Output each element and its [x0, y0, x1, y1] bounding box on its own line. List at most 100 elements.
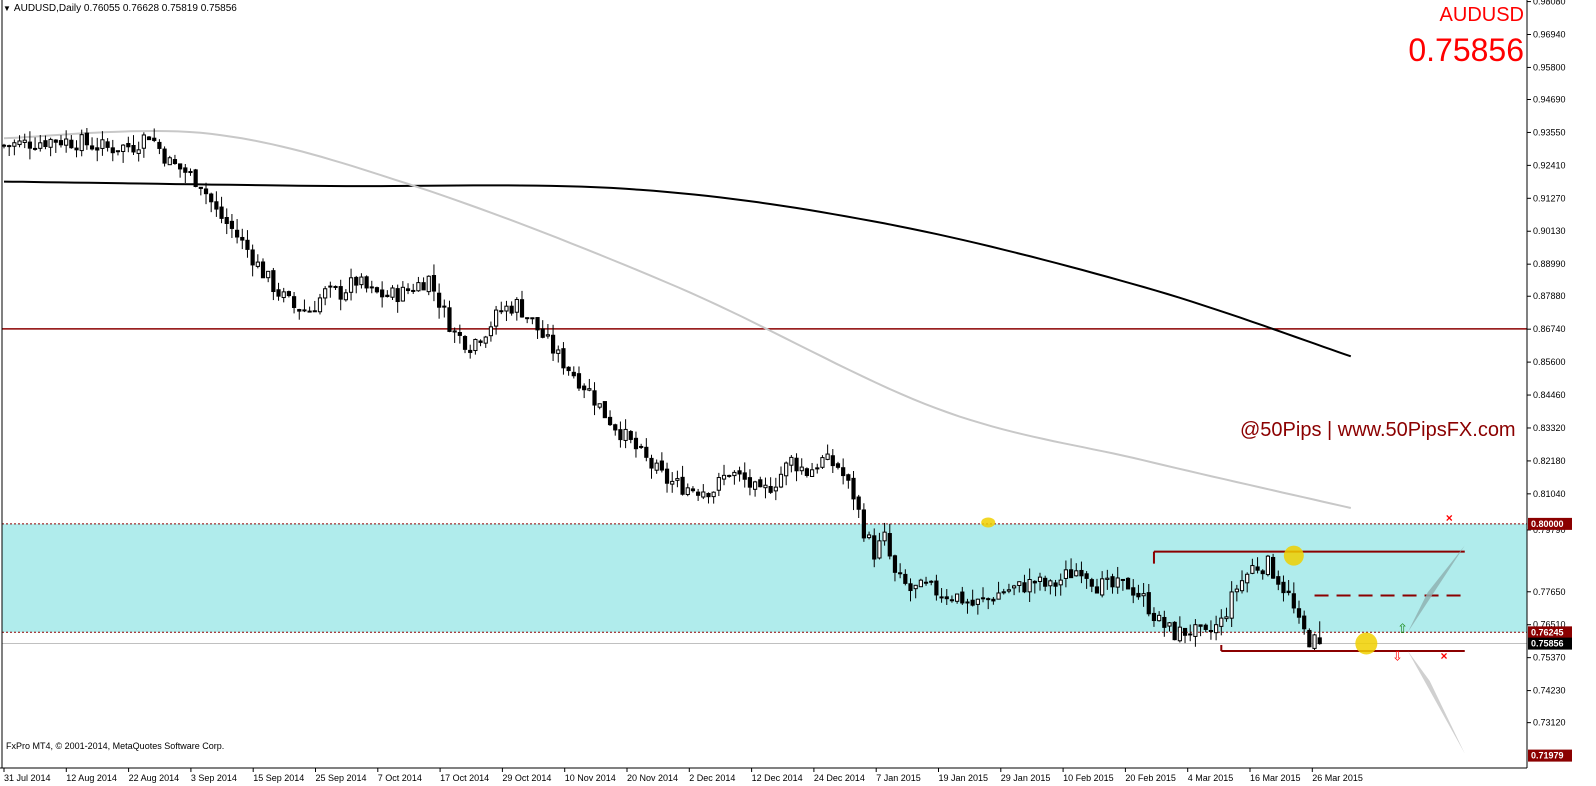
candle-body: [773, 486, 778, 492]
candle-body: [996, 592, 1001, 600]
candle-body: [1255, 566, 1260, 571]
price-label-box: [1528, 626, 1572, 639]
candle-body: [685, 487, 690, 496]
price-tick-label: 0.73120: [1533, 718, 1566, 728]
candle-body: [877, 540, 882, 559]
candle-body: [887, 533, 892, 557]
candle-body: [913, 584, 918, 590]
candle-body: [411, 289, 416, 292]
candle-body: [276, 289, 281, 297]
annotations-layer: × × ⇧ ⇩: [981, 511, 1465, 754]
candle-body: [504, 305, 509, 312]
candle-body: [203, 188, 209, 195]
candle-body: [597, 403, 602, 408]
candle-body: [592, 390, 597, 406]
candle-body: [1281, 581, 1286, 594]
candle-body: [79, 134, 84, 152]
candle-body: [369, 286, 374, 289]
candle-body: [1291, 593, 1296, 609]
candle-body: [960, 591, 965, 604]
ma-fast-line: [3, 129, 1352, 509]
candle-body: [1193, 624, 1198, 637]
candle-body: [566, 366, 571, 372]
candle-body: [245, 239, 250, 250]
candle-body: [126, 143, 131, 148]
candle-body: [462, 336, 468, 350]
candle-body: [209, 193, 214, 203]
candle-body: [58, 140, 64, 146]
time-tick-label: 3 Sep 2014: [191, 773, 237, 783]
candle-body: [442, 305, 447, 308]
big-symbol-label: AUDUSD: [1439, 4, 1524, 26]
candle-body: [188, 171, 193, 174]
candle-body: [1141, 593, 1146, 597]
price-tick-label: 0.94690: [1533, 95, 1566, 105]
candle-body: [809, 469, 815, 477]
candle-body: [618, 429, 623, 441]
candle-body: [1198, 624, 1203, 627]
candle-body: [1058, 579, 1063, 586]
time-tick-label: 10 Feb 2015: [1063, 773, 1114, 783]
candle-body: [846, 474, 851, 481]
candle-body: [923, 581, 929, 584]
time-tick-label: 7 Jan 2015: [876, 773, 921, 783]
candle-body: [437, 292, 442, 308]
candle-body: [457, 332, 462, 336]
price-tick-label: 0.75370: [1533, 653, 1566, 663]
highlight-marker: [1283, 545, 1304, 566]
candle-body: [1239, 580, 1245, 592]
candle-body: [861, 509, 866, 539]
candle-body: [7, 145, 12, 148]
candle-body: [167, 157, 172, 166]
candle-body: [1053, 582, 1058, 587]
candle-body: [550, 334, 556, 354]
candle-body: [753, 481, 758, 490]
candle-body: [628, 431, 633, 440]
cross-icon: ×: [1446, 511, 1453, 525]
candle-body: [820, 457, 825, 468]
price-tick-label: 0.76510: [1533, 620, 1566, 630]
candle-body: [1265, 555, 1271, 576]
candle-body: [576, 373, 582, 389]
candle-body: [991, 598, 996, 602]
candle-body: [949, 599, 955, 602]
candle-body: [431, 275, 437, 292]
price-label-box: [1528, 517, 1572, 530]
collapse-triangle-icon[interactable]: ▼: [3, 4, 11, 13]
candle-body: [333, 285, 338, 289]
candle-body: [1105, 577, 1110, 580]
candle-body: [172, 159, 178, 165]
candle-body: [639, 445, 644, 448]
candle-body: [229, 220, 235, 229]
candle-body: [136, 149, 141, 154]
price-tick-label: 0.91270: [1533, 193, 1566, 203]
candle-body: [38, 142, 43, 149]
candle-body: [970, 599, 975, 606]
candle-body: [1234, 588, 1239, 593]
candle-body: [1032, 580, 1037, 584]
time-tick-label: 26 Mar 2015: [1312, 773, 1363, 783]
arrow-down-icon: ⇩: [1392, 648, 1403, 663]
candle-body: [664, 468, 670, 484]
candle-body: [525, 317, 530, 320]
candle-body: [1001, 591, 1006, 594]
candle-body: [763, 484, 768, 489]
moving-averages-layer: [3, 129, 1352, 509]
candle-body: [348, 277, 354, 293]
candle-body: [602, 401, 607, 419]
candle-body: [825, 453, 830, 460]
candle-body: [1022, 582, 1027, 593]
candle-body: [545, 334, 550, 337]
candle-body: [1214, 624, 1219, 634]
candle-body: [323, 288, 328, 299]
candle-body: [1302, 615, 1307, 630]
time-tick-label: 12 Aug 2014: [66, 773, 117, 783]
candle-body: [1260, 570, 1265, 575]
candle-body: [157, 141, 162, 149]
candle-body: [1089, 579, 1094, 587]
time-tick-label: 17 Oct 2014: [440, 773, 489, 783]
candle-body: [499, 310, 504, 313]
candle-body: [851, 477, 856, 500]
candle-body: [882, 531, 887, 542]
